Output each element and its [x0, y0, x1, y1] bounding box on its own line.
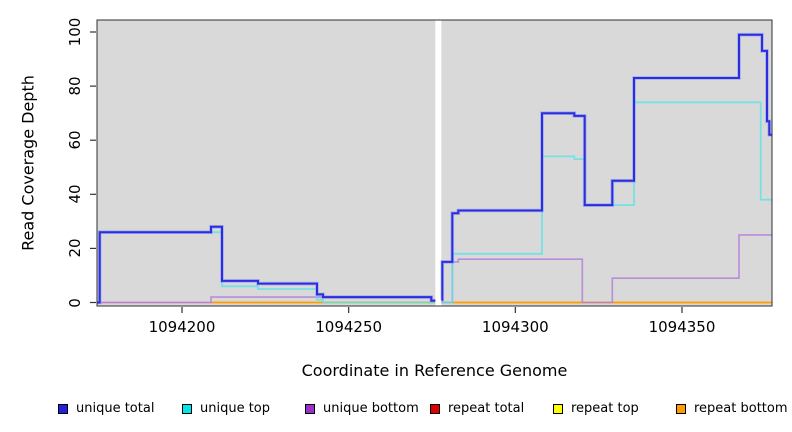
x-tick-label: 1094200 [148, 318, 216, 336]
legend-swatch-icon [58, 404, 68, 414]
legend-swatch-icon [305, 404, 315, 414]
y-tick-label: 80 [66, 76, 84, 96]
legend-item-repeat-bottom: repeat bottom [676, 402, 788, 416]
x-tick-label: 1094250 [315, 318, 383, 336]
y-tick-label: 100 [66, 17, 84, 47]
unique-total-line [97, 225, 436, 304]
legend-item-repeat-top: repeat top [553, 402, 639, 416]
y-axis-title: Read Coverage Depth [18, 75, 38, 251]
legend-swatch-icon [553, 404, 563, 414]
legend-swatch-icon [182, 404, 192, 414]
unique-top-line [441, 101, 772, 304]
plot-border [96, 19, 773, 307]
legend-label: repeat top [571, 401, 639, 416]
legend-item-unique-bottom: unique bottom [305, 402, 419, 416]
legend-label: unique bottom [323, 401, 419, 416]
x-tick-label: 1094350 [648, 318, 716, 336]
y-tick-label: 60 [66, 130, 84, 150]
legend-label: repeat bottom [694, 401, 788, 416]
legend-swatch-icon [430, 404, 440, 414]
legend-label: unique total [76, 401, 155, 416]
legend-item-repeat-total: repeat total [430, 402, 524, 416]
legend-swatch-icon [676, 404, 686, 414]
y-tick-label: 40 [66, 184, 84, 204]
unique-total-line [441, 33, 772, 301]
x-tick-label: 1094300 [481, 318, 549, 336]
legend-item-unique-total: unique total [58, 402, 154, 416]
legend-label: unique top [200, 401, 271, 416]
legend-label: repeat total [448, 401, 525, 416]
plot-background [97, 20, 772, 306]
legend-item-unique-top: unique top [182, 402, 270, 416]
x-axis-title: Coordinate in Reference Genome [301, 361, 568, 380]
y-tick-label: 20 [66, 238, 84, 258]
coverage-gap-band [435, 20, 442, 306]
y-tick-label: 0 [66, 297, 84, 308]
